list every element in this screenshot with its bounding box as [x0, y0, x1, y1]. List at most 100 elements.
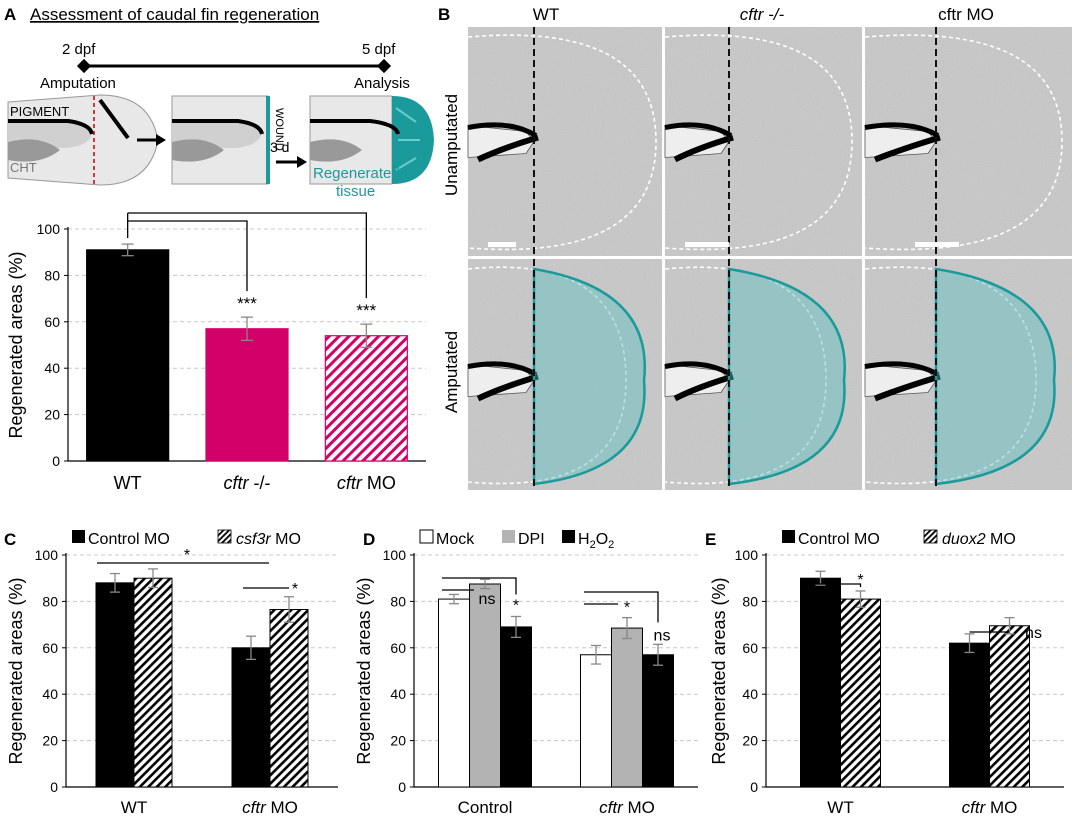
fin-outline — [467, 266, 627, 485]
y-tick-label: 80 — [390, 593, 406, 609]
pigment-dorsal — [664, 361, 733, 377]
pigment-dorsal — [864, 122, 940, 138]
y-tick-label: 80 — [44, 267, 60, 283]
scale-bar — [915, 242, 959, 247]
bar — [205, 328, 289, 462]
arrow-head-icon — [156, 134, 166, 146]
category-label: cftr -/- — [224, 473, 271, 493]
category-label: cftr MO — [599, 798, 655, 817]
micrograph-amputated-0 — [467, 259, 662, 490]
notochord — [467, 364, 535, 397]
significance-bracket — [127, 220, 248, 292]
y-tick-label: 100 — [37, 221, 61, 237]
regenerated-tissue-overlay — [934, 267, 1056, 486]
legend-c-swatch-control — [72, 530, 85, 543]
pigment-ventral — [476, 373, 539, 402]
panel-a-title: Assessment of caudal fin regeneration — [30, 5, 319, 24]
cht-label: CHT — [10, 160, 37, 175]
category-label: WT — [114, 473, 142, 493]
chart-e: 0 20 40 60 80 100 Regenerated areas (%) WT cftr … — [709, 547, 1064, 817]
significance-label: * — [857, 572, 863, 589]
scale-bar — [488, 242, 516, 247]
bar — [840, 598, 881, 788]
legend-d-swatch-h2o2 — [562, 530, 575, 543]
pigment-ventral — [673, 134, 734, 163]
significance-label: * — [292, 581, 298, 598]
col-header-cftr-mo: cftr MO — [938, 5, 994, 24]
y-tick-label: 60 — [42, 640, 58, 656]
legend-e-control: Control MO — [798, 531, 880, 548]
bar — [86, 249, 170, 462]
significance-bracket — [127, 212, 367, 299]
pigment-ventral — [873, 373, 941, 402]
pigment-dorsal — [864, 361, 940, 377]
panel-a-letter: A — [4, 5, 16, 24]
bar — [611, 627, 643, 788]
analysis-label: Analysis — [354, 75, 410, 92]
y-tick-label: 80 — [42, 593, 58, 609]
panel-e-letter: E — [705, 530, 716, 549]
bar — [642, 654, 674, 788]
bar — [949, 642, 990, 788]
fin-outline — [664, 34, 853, 251]
arrow-head-icon-2 — [297, 156, 307, 168]
significance-label: ns — [1025, 625, 1042, 642]
significance-bracket — [802, 583, 862, 587]
notochord — [864, 125, 937, 158]
legend-d-dpi: DPI — [518, 531, 545, 548]
y-tick-label: 20 — [44, 407, 60, 423]
micrograph-amputated-2 — [864, 259, 1072, 490]
scale-bar — [685, 242, 729, 247]
notochord — [467, 125, 535, 158]
legend-d-mock: Mock — [436, 531, 475, 548]
y-tick-label: 20 — [390, 733, 406, 749]
y-axis-label: Regenerated areas (%) — [6, 251, 26, 438]
legend-c-swatch-csf3r — [217, 529, 232, 544]
chart-a: 0 20 40 60 80 100 Regenerated areas (%) WT cftr … — [6, 212, 426, 493]
legend-d-swatch-mock — [419, 529, 434, 544]
bar — [500, 626, 532, 788]
legend-e-swatch-duox2 — [923, 529, 938, 544]
y-tick-label: 0 — [50, 779, 58, 795]
y-tick-label: 60 — [44, 314, 60, 330]
legend-e: Control MO duox2 MO — [782, 529, 1016, 548]
fin-schematic-regenerated: Regenerated tissue — [309, 95, 434, 200]
micrograph-unamputated-1 — [664, 27, 862, 256]
category-label: WT — [121, 798, 147, 817]
three-days-label: 3 d — [270, 139, 289, 155]
y-tick-label: 100 — [735, 547, 759, 563]
y-tick-label: 40 — [42, 686, 58, 702]
significance-label: * — [513, 597, 519, 614]
y-tick-label: 100 — [383, 547, 407, 563]
significance-label: *** — [237, 294, 257, 313]
category-label: WT — [827, 798, 853, 817]
micrograph-unamputated-0 — [467, 27, 662, 256]
y-tick-label: 20 — [42, 733, 58, 749]
col-header-cftr-mutant: cftr -/- — [740, 5, 785, 24]
bar — [133, 577, 173, 788]
fin-schematic-intact: PIGMENT CHT — [7, 94, 159, 186]
legend-e-swatch-control — [782, 530, 795, 543]
col-header-wt: WT — [533, 5, 559, 24]
legend-d-h2o2: H2O2 — [578, 531, 614, 551]
fin-outline — [864, 34, 1063, 251]
pigment-stripe — [8, 119, 94, 135]
significance-label: * — [184, 547, 190, 564]
fin-outline — [467, 34, 657, 251]
panel-d-letter: D — [363, 530, 375, 549]
category-label: cftr MO — [337, 473, 396, 493]
cht-shape — [8, 139, 60, 162]
y-tick-label: 0 — [398, 779, 406, 795]
legend-c-control: Control MO — [88, 531, 170, 548]
chart-d: 0 20 40 60 80 100 Regenerated areas (%) Control… — [354, 547, 698, 817]
bar — [95, 582, 135, 788]
bar — [438, 598, 470, 788]
pigment-label: PIGMENT — [10, 104, 69, 119]
amputation-label: Amputation — [40, 75, 116, 92]
regenerated-tissue-overlay — [727, 267, 846, 486]
micrograph-unamputated-2 — [864, 27, 1072, 256]
pigment-ventral — [673, 373, 734, 402]
legend-d: Mock DPI H2O2 — [419, 529, 614, 551]
regenerated-label-2: tissue — [336, 183, 375, 200]
category-label: Control — [458, 798, 513, 817]
